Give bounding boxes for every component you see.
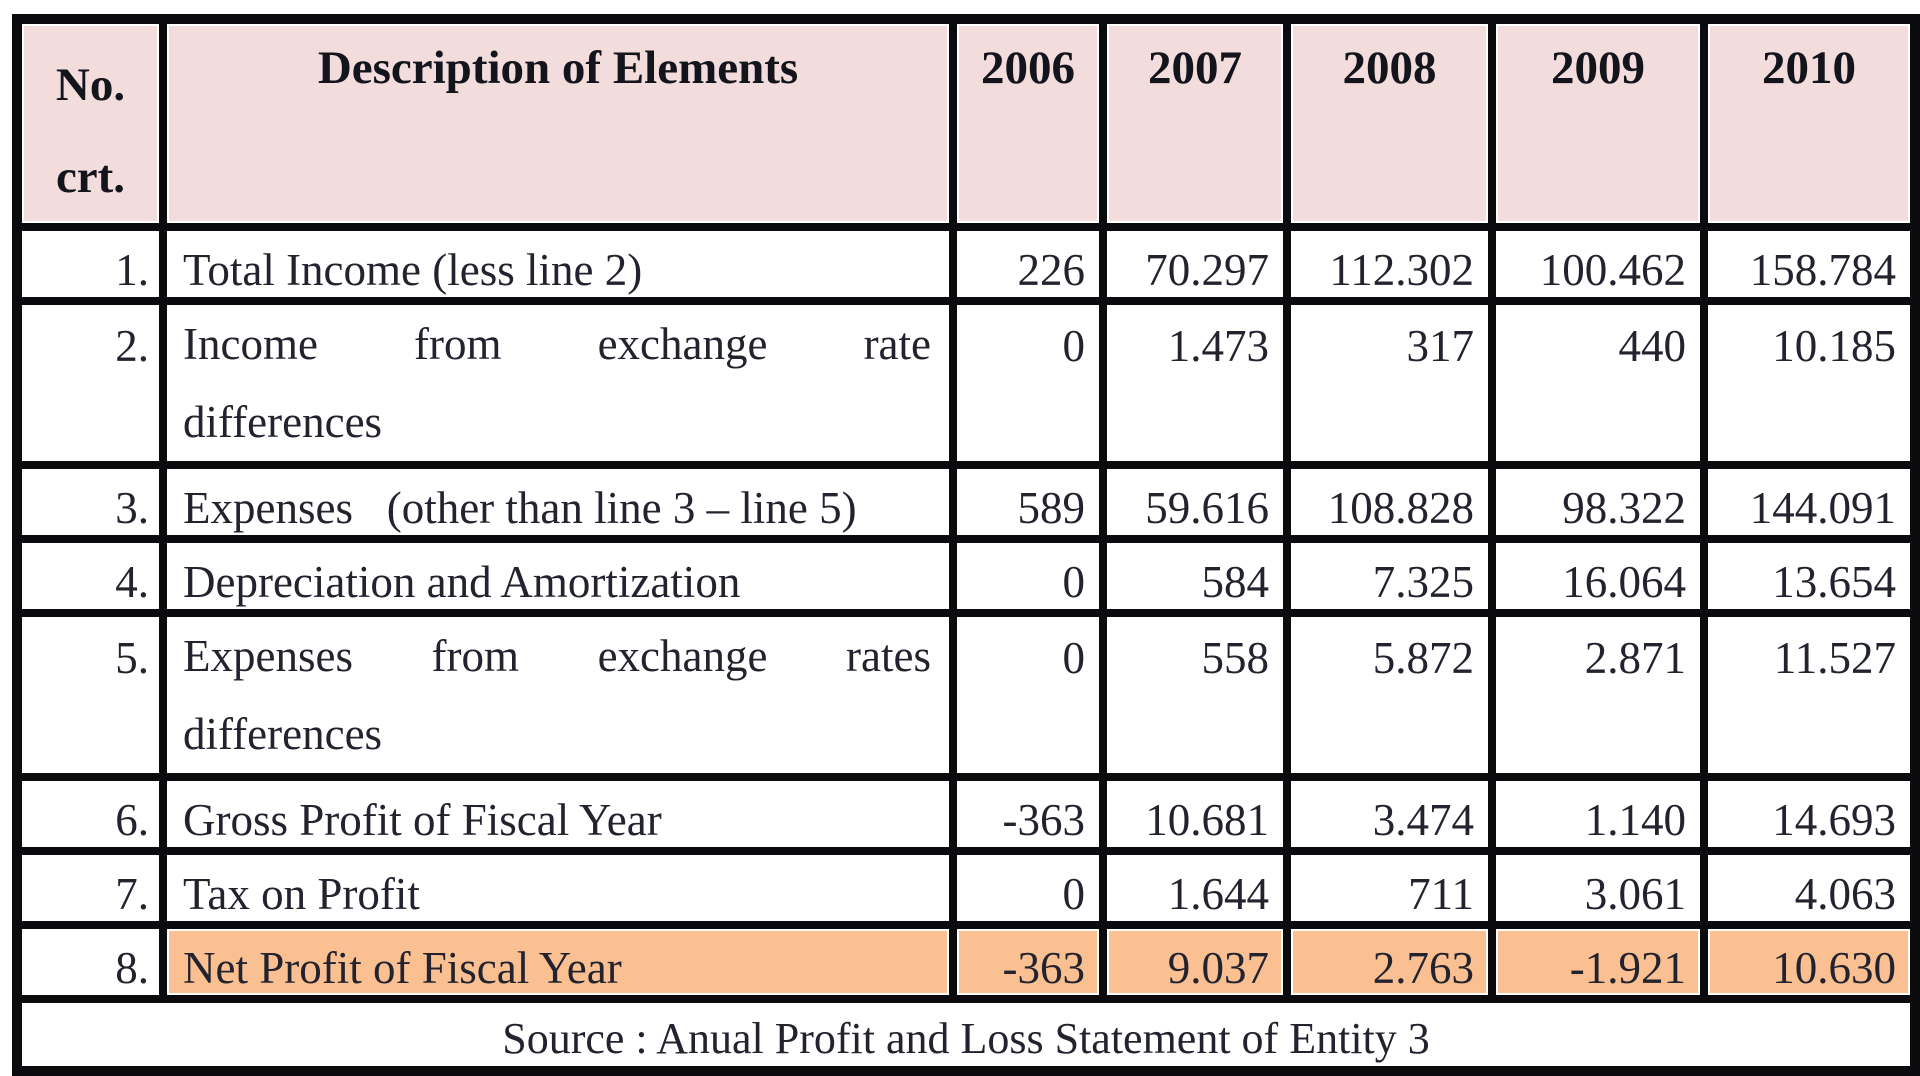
value-cell-highlighted: -1.921: [1488, 921, 1708, 1004]
table-row-2: 2. Income from exchange rate differences …: [13, 297, 1919, 470]
description-text-line1: Income from exchange rate: [183, 319, 931, 370]
value-cell: 7.325: [1283, 535, 1496, 618]
description-text: Net Profit of Fiscal Year: [183, 943, 622, 994]
header-description: Description of Elements: [159, 14, 957, 232]
value-cell: 0: [949, 535, 1107, 618]
value-cell: 16.064: [1488, 535, 1708, 618]
value-cell: 144.091: [1700, 461, 1919, 544]
description-text: Tax on Profit: [183, 869, 420, 920]
value-cell: 10.185: [1700, 297, 1919, 470]
value-cell: 13.654: [1700, 535, 1919, 618]
description-cell: Tax on Profit: [159, 847, 957, 930]
profit-loss-table: No. crt. Description of Elements 2006 200…: [12, 14, 1920, 1076]
value-cell: 226: [949, 223, 1107, 306]
value-cell: 112.302: [1283, 223, 1496, 306]
value-cell: 558: [1099, 609, 1291, 782]
value-cell: 589: [949, 461, 1107, 544]
header-no-line1: No.: [55, 59, 126, 111]
value-cell: 3.474: [1283, 773, 1496, 856]
table-row-1: 1. Total Income (less line 2) 226 70.297…: [13, 223, 1919, 306]
description-cell: Depreciation and Amortization: [159, 535, 957, 618]
description-cell: Income from exchange rate differences: [159, 297, 957, 470]
value-cell-highlighted: 10.630: [1700, 921, 1919, 1004]
table-row-5: 5. Expenses from exchange rates differenc…: [13, 609, 1919, 782]
value-cell-highlighted: 9.037: [1099, 921, 1291, 1004]
value-cell: 98.322: [1488, 461, 1708, 544]
source-row: Source : Anual Profit and Loss Statement…: [13, 995, 1919, 1076]
row-number-cell: 7.: [13, 847, 167, 930]
value-cell: 1.140: [1488, 773, 1708, 856]
row-number-cell: 6.: [13, 773, 167, 856]
row-number-cell: 2.: [13, 297, 167, 470]
value-cell: -363: [949, 773, 1107, 856]
row-number-cell: 4.: [13, 535, 167, 618]
value-cell: 10.681: [1099, 773, 1291, 856]
description-text-line2: differences: [183, 397, 383, 448]
row-number-cell: 1.: [13, 223, 167, 306]
value-cell: 1.473: [1099, 297, 1291, 470]
header-year-2009: 2009: [1488, 14, 1708, 232]
value-cell: 3.061: [1488, 847, 1708, 930]
value-cell: 5.872: [1283, 609, 1496, 782]
value-cell: 59.616: [1099, 461, 1291, 544]
value-cell: 11.527: [1700, 609, 1919, 782]
value-cell: 0: [949, 297, 1107, 470]
description-cell: Total Income (less line 2): [159, 223, 957, 306]
header-no-crt: No. crt.: [13, 14, 167, 232]
source-caption: Source : Anual Profit and Loss Statement…: [13, 995, 1919, 1076]
description-text-line2: differences: [183, 709, 383, 760]
table-row-6: 6. Gross Profit of Fiscal Year -363 10.6…: [13, 773, 1919, 856]
value-cell-highlighted: 2.763: [1283, 921, 1496, 1004]
header-no-line2: crt.: [55, 150, 126, 203]
value-cell: 440: [1488, 297, 1708, 470]
value-cell: 2.871: [1488, 609, 1708, 782]
row-number-cell: 5.: [13, 609, 167, 782]
row-number-cell: 8.: [13, 921, 167, 1004]
table-row-8-net-profit: 8. Net Profit of Fiscal Year -363 9.037 …: [13, 921, 1919, 1004]
table-row-7: 7. Tax on Profit 0 1.644 711 3.061 4.063: [13, 847, 1919, 930]
description-text-line1: Expenses from exchange rates: [183, 631, 931, 682]
description-cell-highlighted: Net Profit of Fiscal Year: [159, 921, 957, 1004]
description-text: Total Income (less line 2): [183, 245, 643, 296]
description-text: Gross Profit of Fiscal Year: [183, 795, 662, 846]
value-cell: 14.693: [1700, 773, 1919, 856]
value-cell: 711: [1283, 847, 1496, 930]
value-cell: 100.462: [1488, 223, 1708, 306]
description-text: Depreciation and Amortization: [183, 557, 741, 608]
value-cell: 1.644: [1099, 847, 1291, 930]
value-cell: 317: [1283, 297, 1496, 470]
row-number-cell: 3.: [13, 461, 167, 544]
value-cell-highlighted: -363: [949, 921, 1107, 1004]
value-cell: 0: [949, 609, 1107, 782]
table-header-row: No. crt. Description of Elements 2006 200…: [13, 14, 1919, 232]
header-year-2010: 2010: [1700, 14, 1919, 232]
value-cell: 0: [949, 847, 1107, 930]
value-cell: 158.784: [1700, 223, 1919, 306]
description-text: Expenses (other than line 3 – line 5): [183, 483, 857, 534]
header-year-2007: 2007: [1099, 14, 1291, 232]
value-cell: 70.297: [1099, 223, 1291, 306]
header-year-2006: 2006: [949, 14, 1107, 232]
description-cell: Gross Profit of Fiscal Year: [159, 773, 957, 856]
description-cell: Expenses from exchange rates differences: [159, 609, 957, 782]
description-cell: Expenses (other than line 3 – line 5): [159, 461, 957, 544]
value-cell: 584: [1099, 535, 1291, 618]
value-cell: 108.828: [1283, 461, 1496, 544]
table-row-4: 4. Depreciation and Amortization 0 584 7…: [13, 535, 1919, 618]
value-cell: 4.063: [1700, 847, 1919, 930]
table-row-3: 3. Expenses (other than line 3 – line 5)…: [13, 461, 1919, 544]
header-year-2008: 2008: [1283, 14, 1496, 232]
